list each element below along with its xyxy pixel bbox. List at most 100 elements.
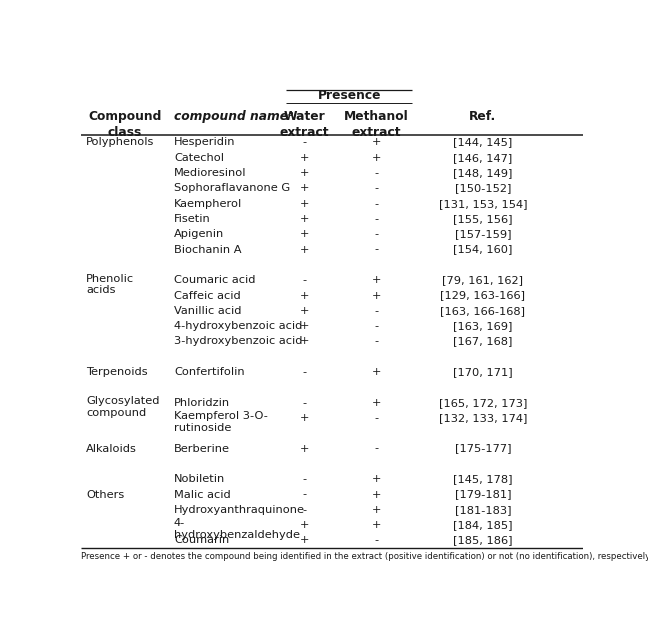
Text: -: - xyxy=(303,275,307,285)
Text: Fisetin: Fisetin xyxy=(174,214,211,224)
Text: [155, 156]: [155, 156] xyxy=(453,214,513,224)
Text: 4-
hydroxybenzaldehyde: 4- hydroxybenzaldehyde xyxy=(174,518,300,540)
Text: -: - xyxy=(375,536,378,546)
Text: +: + xyxy=(371,152,381,163)
Text: [145, 178]: [145, 178] xyxy=(453,474,513,484)
Text: +: + xyxy=(300,244,309,255)
Text: Phenolic
acids: Phenolic acids xyxy=(86,273,134,295)
Text: Coumarin: Coumarin xyxy=(174,536,229,546)
Text: Confertifolin: Confertifolin xyxy=(174,367,244,377)
Text: Medioresinol: Medioresinol xyxy=(174,168,246,178)
Text: +: + xyxy=(371,505,381,515)
Text: Polyphenols: Polyphenols xyxy=(86,137,154,147)
Text: -: - xyxy=(375,444,378,454)
Text: +: + xyxy=(371,520,381,530)
Text: Alkaloids: Alkaloids xyxy=(86,444,137,454)
Text: -: - xyxy=(303,505,307,515)
Text: Vanillic acid: Vanillic acid xyxy=(174,306,242,316)
Text: [129, 163-166]: [129, 163-166] xyxy=(440,290,526,301)
Text: Methanol
extract: Methanol extract xyxy=(344,110,409,139)
Text: +: + xyxy=(300,168,309,178)
Text: Kaempferol 3-O-
rutinoside: Kaempferol 3-O- rutinoside xyxy=(174,411,268,433)
Text: [163, 166-168]: [163, 166-168] xyxy=(440,306,526,316)
Text: compound nameᵃ: compound nameᵃ xyxy=(174,110,294,123)
Text: [150-152]: [150-152] xyxy=(455,183,511,193)
Text: [185, 186]: [185, 186] xyxy=(453,536,513,546)
Text: +: + xyxy=(300,520,309,530)
Text: -: - xyxy=(303,137,307,147)
Text: Glycosylated
compound: Glycosylated compound xyxy=(86,396,159,418)
Text: [131, 153, 154]: [131, 153, 154] xyxy=(439,198,527,209)
Text: -: - xyxy=(375,321,378,331)
Text: [167, 168]: [167, 168] xyxy=(453,336,513,346)
Text: +: + xyxy=(371,398,381,408)
Text: [144, 145]: [144, 145] xyxy=(453,137,513,147)
Text: [163, 169]: [163, 169] xyxy=(453,321,513,331)
Text: Apigenin: Apigenin xyxy=(174,229,224,239)
Text: Compound
class: Compound class xyxy=(88,110,161,139)
Text: +: + xyxy=(371,490,381,500)
Text: Terpenoids: Terpenoids xyxy=(86,367,148,377)
Text: [184, 185]: [184, 185] xyxy=(453,520,513,530)
Text: -: - xyxy=(375,413,378,423)
Text: +: + xyxy=(300,214,309,224)
Text: [154, 160]: [154, 160] xyxy=(453,244,513,255)
Text: -: - xyxy=(375,306,378,316)
Text: +: + xyxy=(371,137,381,147)
Text: +: + xyxy=(300,229,309,239)
Text: [181-183]: [181-183] xyxy=(454,505,511,515)
Text: +: + xyxy=(300,152,309,163)
Text: [175-177]: [175-177] xyxy=(454,444,511,454)
Text: Malic acid: Malic acid xyxy=(174,490,231,500)
Text: +: + xyxy=(371,367,381,377)
Text: +: + xyxy=(300,306,309,316)
Text: +: + xyxy=(300,183,309,193)
Text: Hydroxyanthraquinone: Hydroxyanthraquinone xyxy=(174,505,305,515)
Text: [148, 149]: [148, 149] xyxy=(453,168,513,178)
Text: [132, 133, 174]: [132, 133, 174] xyxy=(439,413,527,423)
Text: +: + xyxy=(300,444,309,454)
Text: [165, 172, 173]: [165, 172, 173] xyxy=(439,398,527,408)
Text: 3-hydroxybenzoic acid: 3-hydroxybenzoic acid xyxy=(174,336,303,346)
Text: -: - xyxy=(303,490,307,500)
Text: -: - xyxy=(303,367,307,377)
Text: Water
extract: Water extract xyxy=(280,110,329,139)
Text: Ref.: Ref. xyxy=(469,110,496,123)
Text: -: - xyxy=(375,336,378,346)
Text: -: - xyxy=(375,168,378,178)
Text: +: + xyxy=(300,536,309,546)
Text: 4-hydroxybenzoic acid: 4-hydroxybenzoic acid xyxy=(174,321,302,331)
Text: Caffeic acid: Caffeic acid xyxy=(174,290,240,301)
Text: Kaempherol: Kaempherol xyxy=(174,198,242,209)
Text: [157-159]: [157-159] xyxy=(454,229,511,239)
Text: [79, 161, 162]: [79, 161, 162] xyxy=(442,275,524,285)
Text: +: + xyxy=(371,474,381,484)
Text: +: + xyxy=(300,321,309,331)
Text: Coumaric acid: Coumaric acid xyxy=(174,275,255,285)
Text: -: - xyxy=(375,198,378,209)
Text: -: - xyxy=(375,214,378,224)
Text: -: - xyxy=(375,183,378,193)
Text: +: + xyxy=(371,290,381,301)
Text: +: + xyxy=(300,290,309,301)
Text: Catechol: Catechol xyxy=(174,152,224,163)
Text: +: + xyxy=(300,336,309,346)
Text: Hesperidin: Hesperidin xyxy=(174,137,235,147)
Text: -: - xyxy=(375,244,378,255)
Text: Phloridzin: Phloridzin xyxy=(174,398,230,408)
Text: Presence: Presence xyxy=(318,89,381,103)
Text: -: - xyxy=(303,398,307,408)
Text: Berberine: Berberine xyxy=(174,444,230,454)
Text: [146, 147]: [146, 147] xyxy=(453,152,513,163)
Text: +: + xyxy=(371,275,381,285)
Text: [179-181]: [179-181] xyxy=(454,490,511,500)
Text: -: - xyxy=(303,474,307,484)
Text: -: - xyxy=(375,229,378,239)
Text: Presence + or - denotes the compound being identified in the extract (positive i: Presence + or - denotes the compound bei… xyxy=(81,552,648,561)
Text: Sophoraflavanone G: Sophoraflavanone G xyxy=(174,183,290,193)
Text: +: + xyxy=(300,413,309,423)
Text: +: + xyxy=(300,198,309,209)
Text: [170, 171]: [170, 171] xyxy=(453,367,513,377)
Text: Nobiletin: Nobiletin xyxy=(174,474,225,484)
Text: Biochanin A: Biochanin A xyxy=(174,244,242,255)
